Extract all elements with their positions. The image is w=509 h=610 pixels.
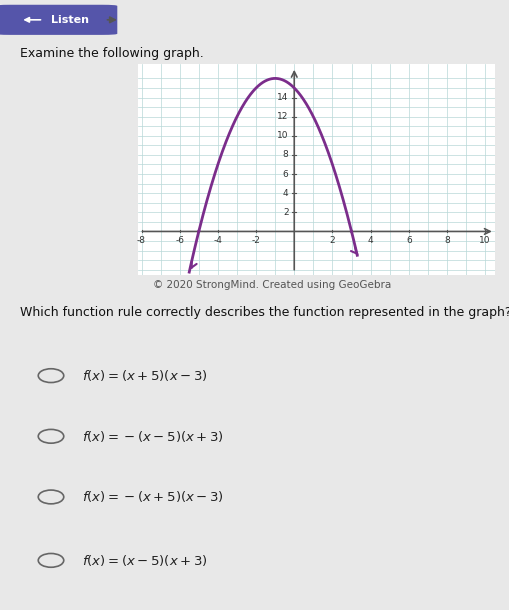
Text: -8: -8 — [137, 236, 146, 245]
Text: -2: -2 — [251, 236, 260, 245]
Text: 10: 10 — [478, 236, 490, 245]
Text: -6: -6 — [175, 236, 184, 245]
Text: $f(x) = -(x - 5)(x + 3)$: $f(x) = -(x - 5)(x + 3)$ — [81, 429, 223, 444]
Text: $f(x) = (x - 5)(x + 3)$: $f(x) = (x - 5)(x + 3)$ — [81, 553, 207, 568]
Text: 2: 2 — [329, 236, 334, 245]
Text: 8: 8 — [282, 151, 288, 159]
Text: 6: 6 — [282, 170, 288, 179]
Text: Which function rule correctly describes the function represented in the graph?: Which function rule correctly describes … — [20, 306, 509, 319]
Text: 12: 12 — [276, 112, 288, 121]
FancyBboxPatch shape — [0, 5, 117, 35]
Text: $f(x) = (x + 5)(x - 3)$: $f(x) = (x + 5)(x - 3)$ — [81, 368, 207, 383]
Text: -4: -4 — [213, 236, 222, 245]
Text: Examine the following graph.: Examine the following graph. — [20, 46, 204, 60]
Text: 14: 14 — [276, 93, 288, 102]
Text: 4: 4 — [282, 188, 288, 198]
Text: Listen: Listen — [51, 15, 89, 25]
Text: 6: 6 — [405, 236, 411, 245]
Text: $f(x) = -(x + 5)(x - 3)$: $f(x) = -(x + 5)(x - 3)$ — [81, 489, 223, 504]
Text: 8: 8 — [443, 236, 449, 245]
Text: 4: 4 — [367, 236, 373, 245]
Text: 2: 2 — [282, 208, 288, 217]
Text: © 2020 StrongMind. Created using GeoGebra: © 2020 StrongMind. Created using GeoGebr… — [153, 281, 390, 290]
Text: 10: 10 — [276, 131, 288, 140]
